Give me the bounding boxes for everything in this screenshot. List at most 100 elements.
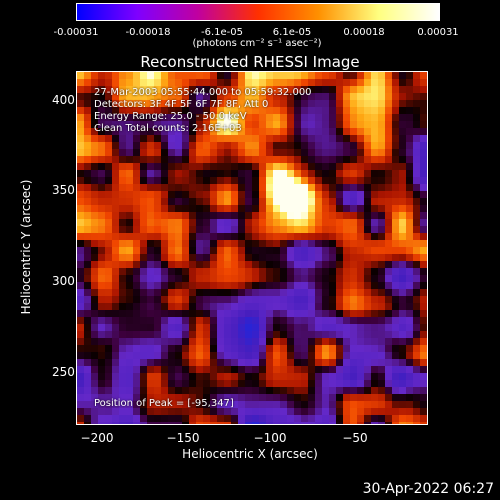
heatmap-cell [147, 114, 155, 122]
heatmap-cell [371, 226, 379, 234]
heatmap-cell [217, 156, 225, 164]
heatmap-cell [315, 387, 323, 395]
heatmap-cell [210, 212, 218, 220]
heatmap-cell [315, 261, 323, 269]
heatmap-cell [91, 107, 99, 115]
heatmap-cell [84, 401, 92, 409]
heatmap-cell [189, 338, 197, 346]
heatmap-cell [203, 128, 211, 136]
heatmap-cell [329, 184, 337, 192]
heatmap-cell [84, 163, 92, 171]
heatmap-cell [252, 275, 260, 283]
heatmap-cell [280, 128, 288, 136]
heatmap-cell [371, 212, 379, 220]
heatmap-cell [154, 184, 162, 192]
heatmap-cell [364, 422, 372, 424]
heatmap-cell [91, 338, 99, 346]
heatmap-cell [371, 107, 379, 115]
heatmap-cell [203, 191, 211, 199]
heatmap-cell [413, 422, 421, 424]
heatmap-cell [231, 261, 239, 269]
heatmap-cell [203, 212, 211, 220]
heatmap-cell [189, 107, 197, 115]
heatmap-cell [238, 107, 246, 115]
heatmap-cell [308, 359, 316, 367]
heatmap-cell [350, 191, 358, 199]
heatmap-cell [308, 79, 316, 87]
heatmap-cell [175, 317, 183, 325]
heatmap-cell [203, 184, 211, 192]
heatmap-cell [371, 121, 379, 129]
heatmap-cell [294, 380, 302, 388]
heatmap-cell [336, 394, 344, 402]
heatmap-cell [413, 135, 421, 143]
heatmap-cell [371, 254, 379, 262]
heatmap-cell [98, 401, 106, 409]
heatmap-cell [161, 128, 169, 136]
heatmap-cell [273, 121, 281, 129]
heatmap-cell [385, 184, 393, 192]
heatmap-cell [364, 394, 372, 402]
heatmap-cell [196, 408, 204, 416]
heatmap-cell [336, 100, 344, 108]
heatmap-cell [189, 177, 197, 185]
heatmap-cell [378, 422, 386, 424]
heatmap-cell [91, 233, 99, 241]
heatmap-cell [336, 359, 344, 367]
heatmap-cell [98, 212, 106, 220]
heatmap-cell [364, 72, 372, 80]
heatmap-cell [308, 345, 316, 353]
heatmap-cell [392, 93, 400, 101]
heatmap-cell [84, 86, 92, 94]
heatmap-cell [301, 191, 309, 199]
heatmap-cell [294, 289, 302, 297]
heatmap-cell [343, 163, 351, 171]
heatmap-cell [406, 86, 414, 94]
heatmap-cell [105, 254, 113, 262]
heatmap-cell [231, 310, 239, 318]
heatmap-cell [329, 247, 337, 255]
heatmap-cell [399, 121, 407, 129]
heatmap-cell [126, 317, 134, 325]
y-axis-label: Heliocentric Y (arcsec) [19, 179, 33, 315]
heatmap-cell [301, 184, 309, 192]
heatmap-cell [105, 268, 113, 276]
heatmap-cell [350, 233, 358, 241]
heatmap-cell [308, 163, 316, 171]
heatmap-cell [91, 100, 99, 108]
heatmap-cell [91, 415, 99, 423]
heatmap-cell [196, 226, 204, 234]
heatmap-cell [196, 422, 204, 424]
heatmap-cell [301, 408, 309, 416]
heatmap-cell [392, 387, 400, 395]
heatmap-cell [91, 198, 99, 206]
heatmap-cell [84, 79, 92, 87]
heatmap-cell [77, 177, 85, 185]
heatmap-cell [280, 163, 288, 171]
heatmap-cell [315, 100, 323, 108]
heatmap-cell [217, 198, 225, 206]
heatmap-cell [217, 72, 225, 80]
heatmap-cell [385, 93, 393, 101]
heatmap-cell [161, 324, 169, 332]
heatmap-cell [259, 121, 267, 129]
heatmap-cell [273, 79, 281, 87]
heatmap-cell [154, 93, 162, 101]
heatmap-cell [224, 310, 232, 318]
heatmap-cell [343, 387, 351, 395]
heatmap-cell [336, 226, 344, 234]
heatmap-cell [420, 226, 427, 234]
heatmap-cell [406, 387, 414, 395]
heatmap-cell [126, 401, 134, 409]
heatmap-cell [217, 163, 225, 171]
rhessi-image [76, 71, 428, 425]
heatmap-cell [77, 401, 85, 409]
heatmap-cell [287, 219, 295, 227]
heatmap-cell [399, 128, 407, 136]
heatmap-cell [301, 219, 309, 227]
heatmap-cell [266, 317, 274, 325]
heatmap-cell [224, 177, 232, 185]
heatmap-cell [140, 394, 148, 402]
heatmap-cell [210, 401, 218, 409]
heatmap-cell [329, 72, 337, 80]
